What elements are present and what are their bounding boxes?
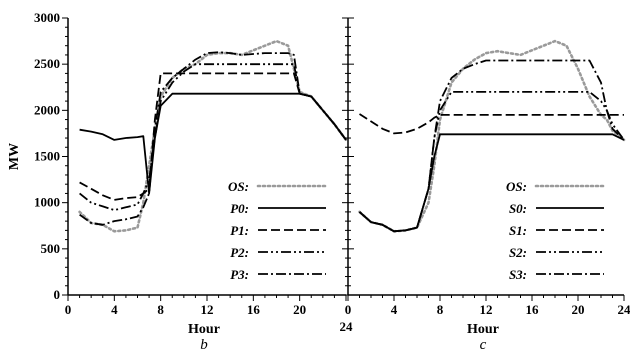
y-tick-label: 2000 (34, 102, 60, 117)
x-tick-label: 24 (618, 302, 630, 317)
y-tick-label: 1000 (34, 195, 60, 210)
y-tick-label: 0 (54, 287, 61, 302)
x-tick-label: 8 (437, 302, 444, 317)
x-tick-label: 20 (293, 302, 306, 317)
chart-panel-b: 0 500 1000 1500 2000 2500 3000 0 4 8 12 16 20 24 Hourb… (7, 10, 353, 353)
series-line-p0 (79, 92, 347, 195)
series-line-p2 (79, 63, 347, 212)
legend-label: P1: (230, 223, 249, 238)
panel-letter: b (200, 337, 208, 353)
series-line-os (358, 39, 626, 233)
series-line-os (78, 39, 348, 233)
series-line-s0 (358, 133, 625, 233)
legend: OS: P0: P1: P2: P3: (228, 179, 328, 282)
y-tick-label: 1500 (34, 149, 60, 164)
y-tick-label: 3000 (34, 10, 60, 25)
legend-label: S1: (509, 223, 527, 238)
legend-label: OS: (228, 179, 249, 194)
y-tick-label: 2500 (34, 56, 60, 71)
legend-label: OS: (506, 179, 527, 194)
x-tick-label: 16 (526, 302, 540, 317)
x-tick-label: 12 (201, 302, 214, 317)
x-axis-title: Hour (188, 322, 220, 337)
legend-label: S0: (509, 201, 527, 216)
legend-label: S3: (509, 267, 527, 282)
legend-label: P2: (230, 245, 249, 260)
y-axis-title: MW (7, 143, 22, 170)
x-tick-label: 8 (157, 302, 164, 317)
legend: OS: S0: S1: S2: S3: (506, 179, 606, 282)
legend-label: P0: (230, 201, 249, 216)
x-tick-label: 0 (345, 302, 352, 317)
series-line-s1 (359, 113, 624, 135)
x-tick-label: 0 (65, 302, 72, 317)
series-line-p1 (79, 72, 347, 201)
legend-label: P3: (230, 267, 249, 282)
series-line-s3 (358, 59, 625, 233)
x-tick-label: 16 (247, 302, 261, 317)
x-tick-label: 24 (340, 319, 354, 334)
x-tick-label: 12 (480, 302, 493, 317)
panel-letter: c (480, 337, 487, 353)
x-tick-label: 4 (391, 302, 398, 317)
series-line-s2 (358, 91, 625, 233)
y-tick-label: 500 (41, 241, 61, 256)
x-axis-title: Hour (467, 322, 499, 337)
x-tick-label: 20 (572, 302, 585, 317)
legend-label: S2: (509, 245, 527, 260)
series-line-p3 (79, 51, 347, 226)
x-tick-label: 4 (111, 302, 118, 317)
